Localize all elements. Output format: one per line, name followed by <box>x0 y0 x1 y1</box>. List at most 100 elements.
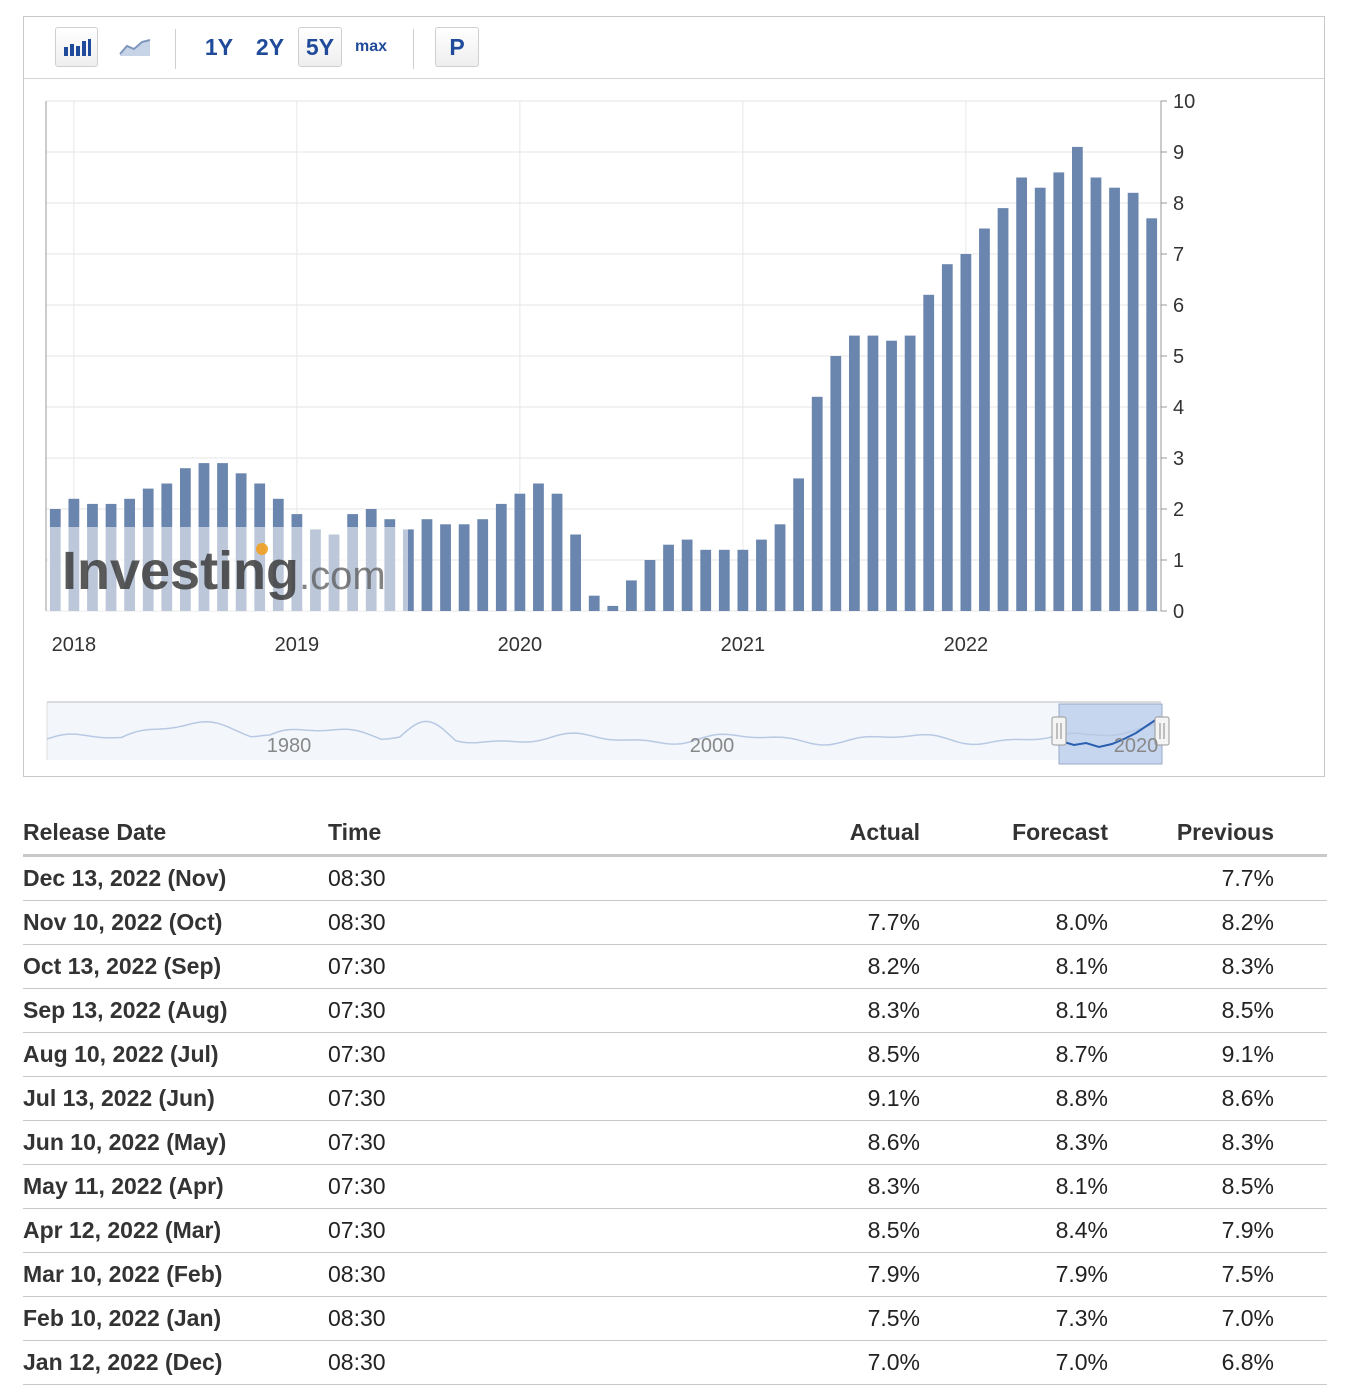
row-spacer <box>1274 900 1327 945</box>
row-spacer <box>1274 1032 1327 1077</box>
bar[interactable] <box>1127 192 1139 612</box>
bar[interactable] <box>1071 146 1083 611</box>
bar[interactable] <box>1109 187 1120 611</box>
bar[interactable] <box>979 228 990 612</box>
bar[interactable] <box>607 605 619 611</box>
y-tick-label: 2 <box>1173 499 1184 521</box>
forecast-cell: 7.0% <box>920 1340 1108 1385</box>
bar-chart-button[interactable] <box>55 27 98 67</box>
bar[interactable] <box>867 335 879 611</box>
bar[interactable] <box>570 534 582 612</box>
navigator-selected-line <box>1063 716 1161 749</box>
navigator-handle[interactable] <box>1051 716 1067 746</box>
bar[interactable] <box>625 580 637 611</box>
y-tick-label: 7 <box>1173 244 1184 266</box>
bar[interactable] <box>774 524 786 611</box>
bar[interactable] <box>477 519 489 611</box>
time-cell: 08:30 <box>328 855 628 901</box>
x-tick-label: 2021 <box>721 634 766 656</box>
bar[interactable] <box>514 493 526 611</box>
row-spacer <box>1274 1076 1327 1121</box>
row-spacer <box>1274 988 1327 1033</box>
bar[interactable] <box>997 208 1009 611</box>
previous-cell: 9.1% <box>1108 1032 1274 1077</box>
bar[interactable] <box>737 549 749 611</box>
header-forecast[interactable]: Forecast <box>920 810 1108 857</box>
time-cell: 07:30 <box>328 1120 628 1165</box>
bar[interactable] <box>644 560 656 611</box>
actual-cell: 8.2% <box>628 944 920 989</box>
range-max-button[interactable]: max <box>354 38 388 55</box>
previous-cell: 8.6% <box>1108 1076 1274 1121</box>
bar[interactable] <box>440 524 451 611</box>
forecast-cell: 8.1% <box>920 1164 1108 1209</box>
table-row: Mar 10, 2022 (Feb) 08:30 7.9% 7.9% 7.5% <box>23 1252 1327 1297</box>
bar[interactable] <box>495 503 507 611</box>
bar[interactable] <box>960 254 972 611</box>
bar[interactable] <box>718 549 730 611</box>
bar[interactable] <box>1016 177 1028 612</box>
release-date-cell: Sep 13, 2022 (Aug) <box>23 988 328 1033</box>
bar[interactable] <box>1034 187 1046 611</box>
toolbar-divider <box>413 29 414 69</box>
bar[interactable] <box>533 483 544 612</box>
release-date-cell: Nov 10, 2022 (Oct) <box>23 900 328 945</box>
bar[interactable] <box>681 539 693 611</box>
toolbar-divider <box>175 29 176 69</box>
area-chart-button[interactable] <box>112 27 157 67</box>
y-tick-label: 6 <box>1173 295 1184 317</box>
bar[interactable] <box>700 549 712 611</box>
previous-cell: 8.5% <box>1108 1164 1274 1209</box>
row-spacer <box>1274 1340 1327 1385</box>
bar[interactable] <box>1053 172 1065 611</box>
bar[interactable] <box>1090 177 1102 612</box>
navigator-background <box>47 702 1161 760</box>
time-cell: 07:30 <box>328 1208 628 1253</box>
bar[interactable] <box>886 340 897 611</box>
bar[interactable] <box>904 335 916 611</box>
actual-cell: 8.6% <box>628 1120 920 1165</box>
range-5y-button[interactable]: 5Y <box>298 27 342 67</box>
actual-cell: 8.3% <box>628 988 920 1033</box>
bar-chart-icon <box>63 39 91 56</box>
bar[interactable] <box>551 493 563 611</box>
range-1y-button[interactable]: 1Y <box>204 33 234 60</box>
bar[interactable] <box>941 264 953 611</box>
bar[interactable] <box>402 529 414 611</box>
row-spacer <box>1274 1208 1327 1253</box>
history-table: Release Date Time Actual Forecast Previo… <box>23 810 1327 1385</box>
header-time[interactable]: Time <box>328 810 628 857</box>
print-button[interactable]: P <box>435 27 479 67</box>
bar[interactable] <box>830 356 842 611</box>
bar[interactable] <box>663 544 674 611</box>
header-release-date[interactable]: Release Date <box>23 810 328 857</box>
navigator-selection[interactable] <box>1058 703 1163 765</box>
header-actual[interactable]: Actual <box>628 810 920 857</box>
bar[interactable] <box>458 524 470 611</box>
actual-cell: 9.1% <box>628 1076 920 1121</box>
time-cell: 08:30 <box>328 1340 628 1385</box>
bar[interactable] <box>588 595 600 611</box>
range-2y-button[interactable]: 2Y <box>255 33 285 60</box>
bar[interactable] <box>756 539 767 611</box>
bar[interactable] <box>923 294 935 611</box>
bar[interactable] <box>811 396 823 611</box>
time-cell: 07:30 <box>328 988 628 1033</box>
bar[interactable] <box>421 519 433 611</box>
forecast-cell: 7.3% <box>920 1296 1108 1341</box>
bar[interactable] <box>793 478 805 611</box>
release-date-cell: Dec 13, 2022 (Nov) <box>23 855 328 901</box>
navigator[interactable]: 1980 2000 2020 <box>24 17 1326 778</box>
bar[interactable] <box>848 335 860 611</box>
x-tick-label: 2018 <box>52 634 97 656</box>
y-tick-label: 10 <box>1173 91 1195 113</box>
navigator-handle[interactable] <box>1154 716 1170 746</box>
header-previous[interactable]: Previous <box>1108 810 1274 857</box>
release-date-cell: Jul 13, 2022 (Jun) <box>23 1076 328 1121</box>
previous-cell: 7.9% <box>1108 1208 1274 1253</box>
chart-toolbar: 1Y 2Y 5Y max P <box>24 17 1324 79</box>
release-date-cell: May 11, 2022 (Apr) <box>23 1164 328 1209</box>
time-cell: 08:30 <box>328 1296 628 1341</box>
bar[interactable] <box>1146 218 1158 612</box>
